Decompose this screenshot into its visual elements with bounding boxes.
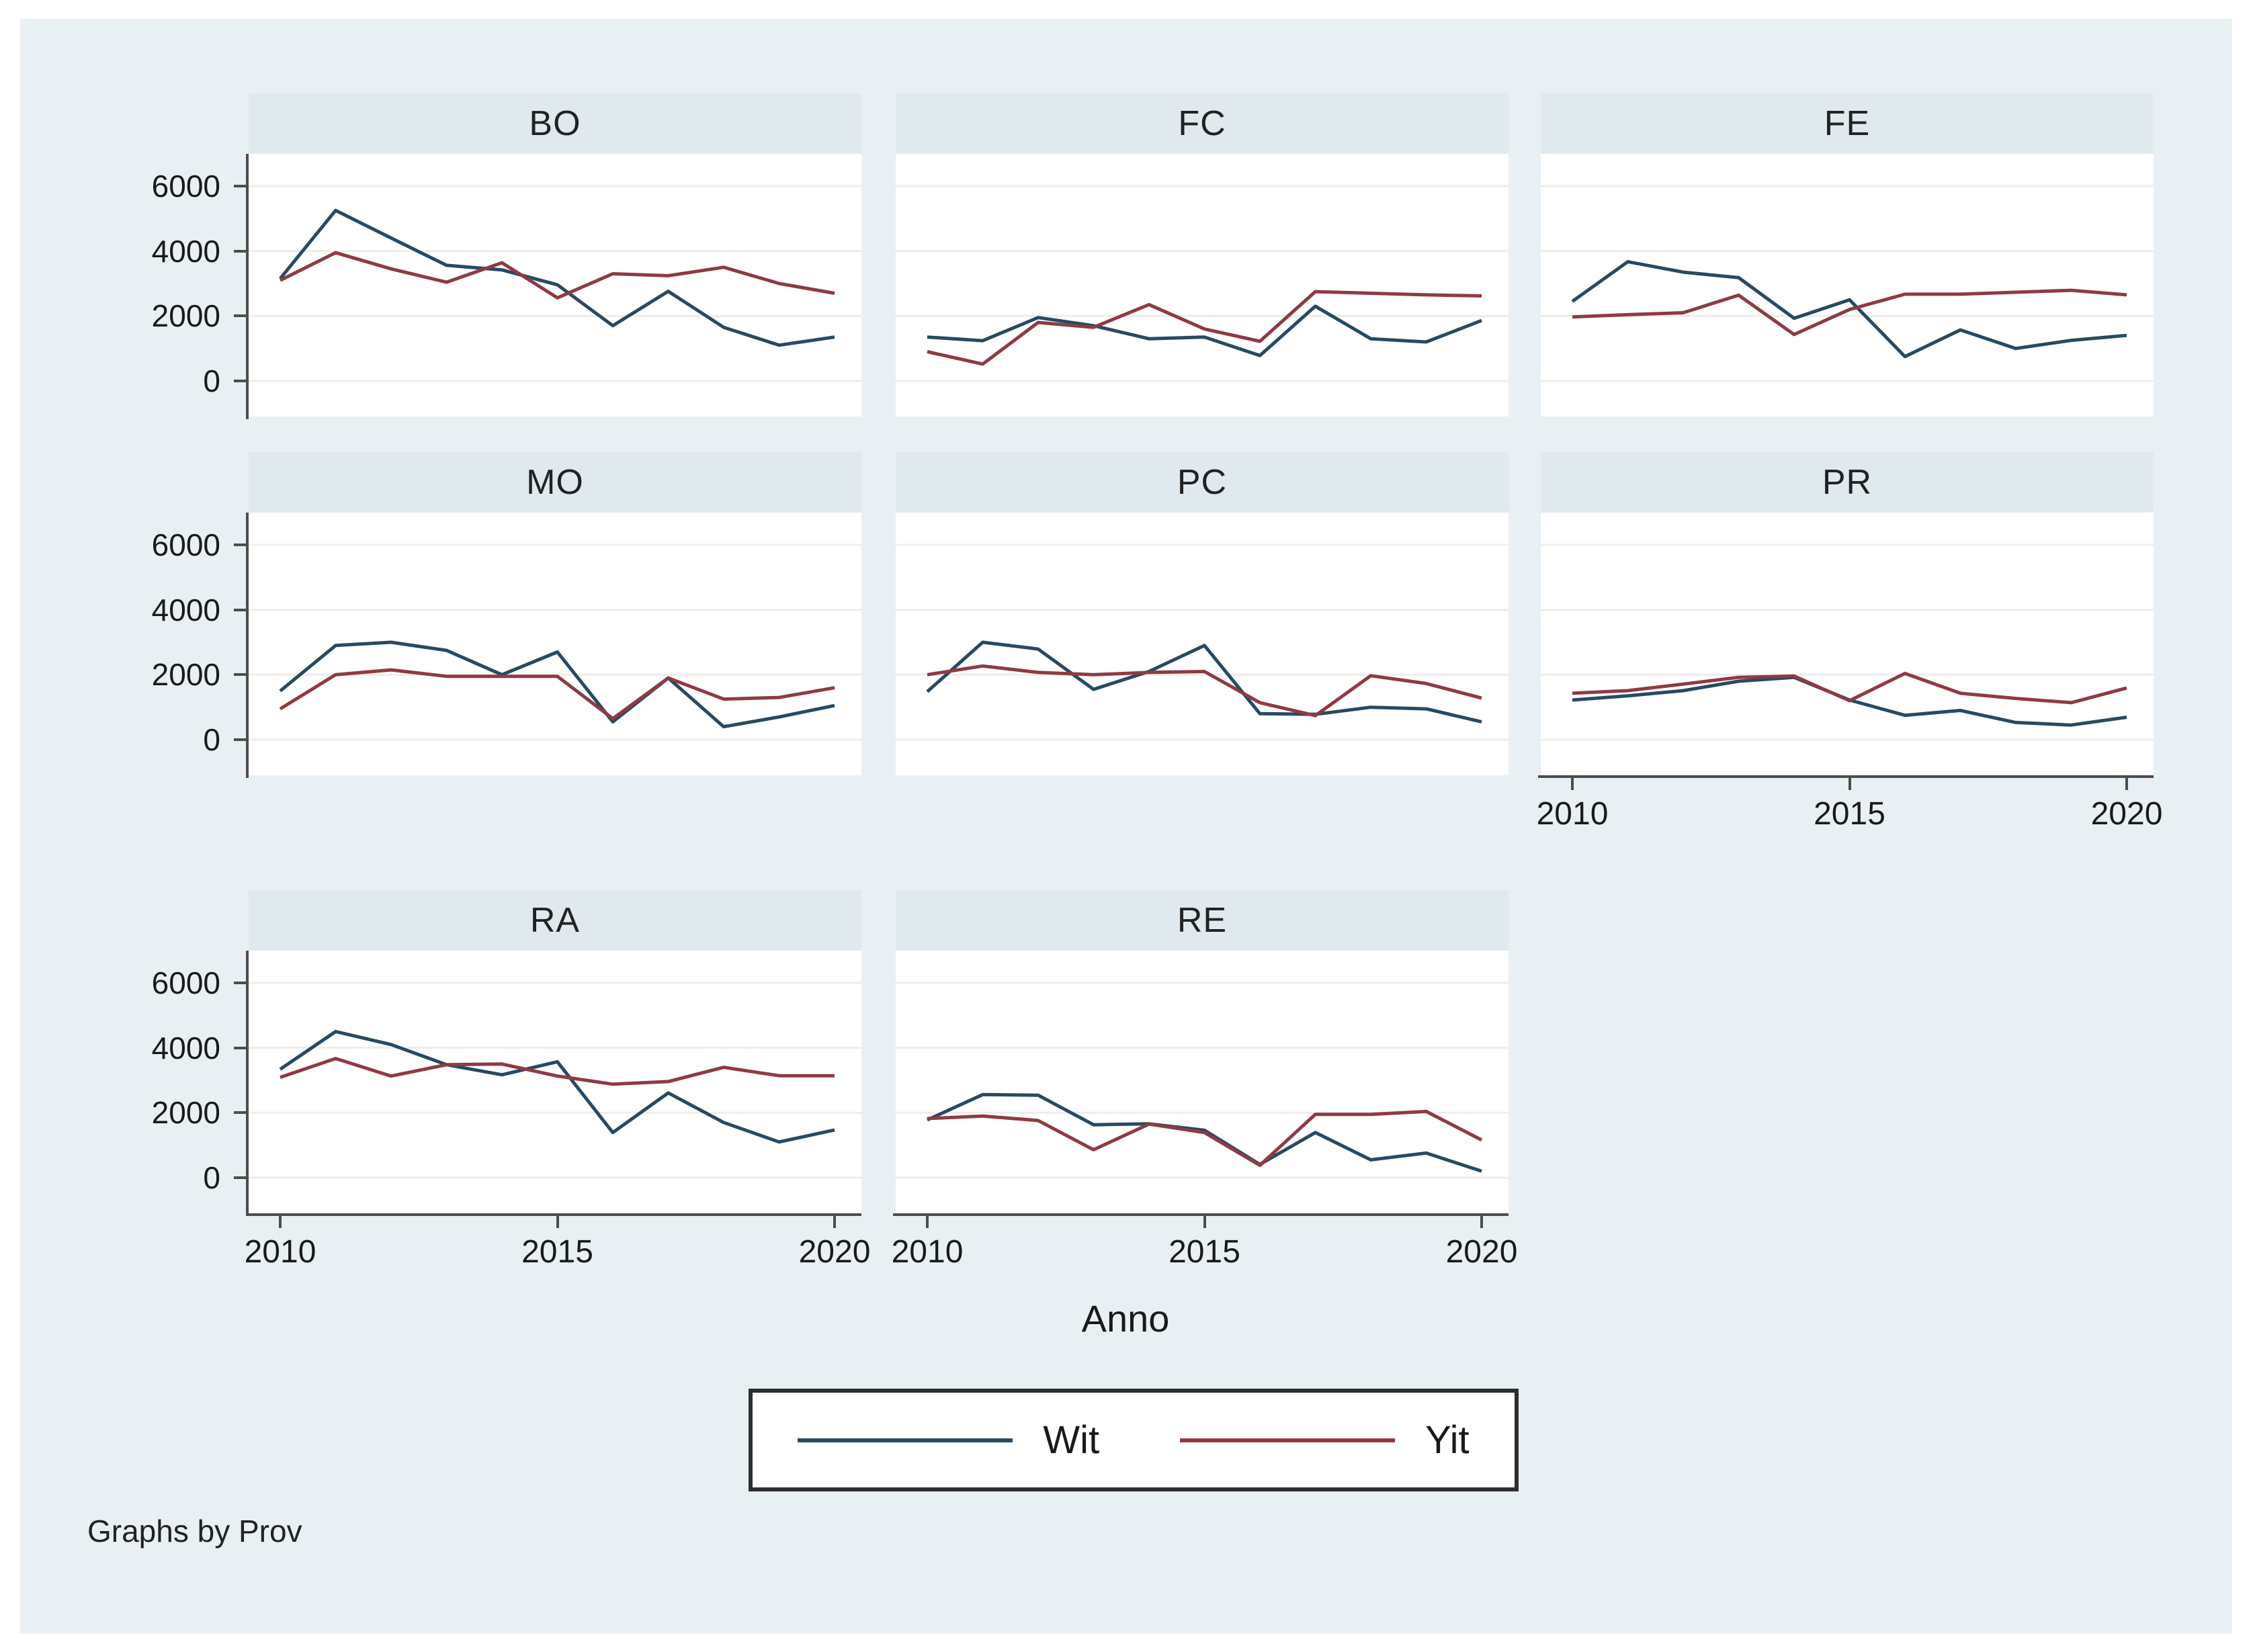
panel-title-fe: FE — [1541, 93, 2154, 154]
y-tick-label-2000: 2000 — [151, 298, 220, 334]
x-tick-label-pr-2015: 2015 — [1814, 796, 1885, 832]
legend-label-wit: Wit — [1043, 1418, 1100, 1462]
x-tick-ra-2020 — [833, 1216, 836, 1228]
x-tick-label-pr-2020: 2020 — [2090, 796, 2163, 832]
graph-note: Graphs by Prov — [87, 1514, 302, 1549]
x-tick-label-pr-2010: 2010 — [1536, 796, 1609, 832]
y-tick-0 — [234, 1176, 246, 1179]
plot-canvas-fe — [1541, 185, 2154, 382]
wit-line-mo — [279, 640, 835, 729]
y-tick-label-2000: 2000 — [151, 657, 220, 693]
legend-box: Wit Yit — [749, 1389, 1519, 1491]
y-tick-label-0: 0 — [203, 363, 220, 398]
x-axis-line-pr — [1538, 775, 2154, 778]
legend-swatch-yit — [1180, 1438, 1396, 1442]
yit-line-pc — [927, 664, 1482, 718]
plot-canvas-ra — [249, 982, 861, 1179]
x-tick-label-re-2010: 2010 — [891, 1234, 964, 1270]
wit-line-re — [926, 1092, 1482, 1173]
panel-plot-pc — [896, 513, 1509, 775]
y-axis-line-ra — [246, 951, 249, 1216]
y-tick-4000 — [234, 249, 246, 253]
x-tick-label-re-2015: 2015 — [1169, 1234, 1240, 1270]
y-axis-line-bo — [246, 154, 249, 419]
panel-plot-ra — [249, 951, 861, 1213]
x-tick-re-2015 — [1203, 1216, 1206, 1228]
y-tick-label-2000: 2000 — [151, 1095, 220, 1131]
yit-line-bo — [279, 251, 835, 300]
plot-canvas-bo — [249, 185, 861, 382]
panel-title-bo: BO — [249, 93, 861, 154]
panel-title-fc: FC — [896, 93, 1509, 154]
y-tick-4000 — [234, 1046, 246, 1049]
panel-plot-fc — [896, 154, 1509, 417]
y-tick-2000 — [234, 314, 246, 318]
plot-canvas-pr — [1541, 544, 2154, 741]
wit-line-fc — [927, 304, 1482, 357]
wit-line-fe — [1571, 260, 2127, 359]
x-axis-line-ra — [246, 1213, 861, 1216]
plot-canvas-fc — [896, 185, 1509, 382]
wit-line-ra — [279, 1030, 835, 1144]
wit-line-pc — [926, 640, 1482, 724]
x-tick-re-2010 — [926, 1216, 929, 1228]
panel-plot-pr — [1541, 513, 2154, 775]
plot-canvas-re — [896, 982, 1509, 1179]
legend-item-yit: Yit — [1180, 1418, 1470, 1463]
yit-line-fc — [927, 290, 1482, 366]
x-tick-ra-2010 — [279, 1216, 282, 1228]
y-tick-0 — [234, 738, 246, 741]
y-tick-label-4000: 4000 — [151, 233, 220, 269]
y-tick-label-6000: 6000 — [151, 527, 220, 562]
legend-item-wit: Wit — [798, 1418, 1099, 1463]
x-tick-ra-2015 — [556, 1216, 559, 1228]
y-tick-6000 — [234, 184, 246, 187]
y-tick-4000 — [234, 608, 246, 611]
y-tick-2000 — [234, 673, 246, 677]
panel-title-ra: RA — [249, 890, 861, 951]
wit-line-bo — [279, 208, 835, 347]
x-tick-label-ra-2020: 2020 — [798, 1234, 871, 1270]
x-tick-label-re-2020: 2020 — [1445, 1234, 1518, 1270]
x-axis-line-re — [893, 1213, 1509, 1216]
y-tick-6000 — [234, 543, 246, 546]
plot-canvas-mo — [249, 544, 861, 741]
panel-title-pc: PC — [896, 452, 1509, 513]
y-tick-label-4000: 4000 — [151, 592, 220, 627]
panel-plot-mo — [249, 513, 861, 775]
y-tick-label-4000: 4000 — [151, 1030, 220, 1066]
legend-label-yit: Yit — [1425, 1418, 1470, 1462]
x-tick-re-2020 — [1480, 1216, 1483, 1228]
y-tick-label-6000: 6000 — [151, 168, 220, 204]
y-axis-line-mo — [246, 513, 249, 778]
panel-plot-fe — [1541, 154, 2154, 417]
yit-line-mo — [279, 668, 835, 721]
x-tick-label-ra-2015: 2015 — [521, 1234, 593, 1270]
y-tick-0 — [234, 380, 246, 382]
panel-title-pr: PR — [1541, 452, 2154, 513]
x-tick-pr-2020 — [2125, 778, 2128, 790]
panel-plot-re — [896, 951, 1509, 1213]
y-tick-label-6000: 6000 — [151, 965, 220, 1000]
yit-line-pr — [1572, 671, 2127, 705]
x-axis-title: Anno — [1081, 1297, 1170, 1340]
panel-title-re: RE — [896, 890, 1509, 951]
legend-swatch-wit — [798, 1438, 1013, 1442]
x-tick-pr-2015 — [1848, 778, 1851, 790]
yit-line-re — [927, 1109, 1483, 1168]
x-tick-label-ra-2010: 2010 — [244, 1234, 316, 1270]
y-tick-2000 — [234, 1111, 246, 1115]
x-tick-pr-2010 — [1571, 778, 1574, 790]
yit-line-ra — [280, 1057, 835, 1086]
plot-canvas-pc — [896, 544, 1509, 741]
y-tick-6000 — [234, 981, 246, 984]
y-tick-label-0: 0 — [203, 1160, 220, 1195]
y-tick-label-0: 0 — [203, 722, 220, 757]
yit-line-fe — [1572, 288, 2127, 337]
panel-title-mo: MO — [249, 452, 861, 513]
panel-plot-bo — [249, 154, 861, 417]
